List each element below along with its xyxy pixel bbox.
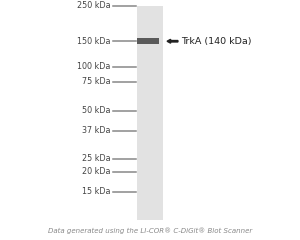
Text: 150 kDa: 150 kDa [77,37,110,46]
Text: 37 kDa: 37 kDa [82,126,110,135]
Text: 15 kDa: 15 kDa [82,187,110,196]
Text: TrkA (140 kDa): TrkA (140 kDa) [181,37,251,46]
Text: 25 kDa: 25 kDa [82,154,110,163]
Text: Data generated using the LI-COR® C-DiGit® Blot Scanner: Data generated using the LI-COR® C-DiGit… [48,227,252,234]
Text: 75 kDa: 75 kDa [82,77,110,86]
Text: 100 kDa: 100 kDa [77,62,110,71]
Text: 50 kDa: 50 kDa [82,106,110,115]
Text: 20 kDa: 20 kDa [82,167,110,176]
Text: 250 kDa: 250 kDa [77,1,110,11]
